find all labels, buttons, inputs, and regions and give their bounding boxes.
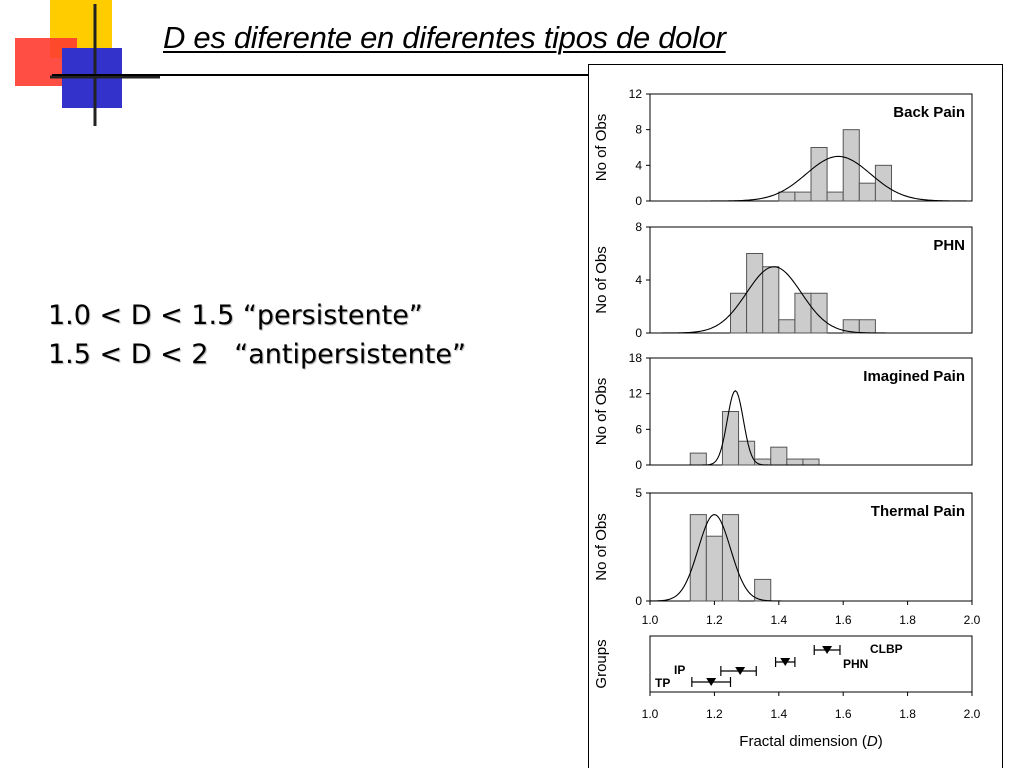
y-tick-label: 4	[635, 273, 642, 287]
mean-marker	[780, 658, 791, 666]
thermal-x-axis: 1.0 1.2 1.4 1.6 1.8 2.0	[642, 601, 981, 627]
y-tick-label: 12	[629, 387, 643, 401]
group-label: TP	[655, 676, 670, 690]
mean-marker	[706, 678, 717, 686]
histogram-bar	[721, 514, 740, 602]
histogram-bar	[842, 129, 860, 202]
normal-fit-curve	[649, 514, 972, 602]
title-rule	[52, 74, 588, 76]
panel-title: Imagined Pain	[863, 368, 965, 385]
panel-title: PHN	[933, 237, 965, 254]
x-tick-label: 1.4	[770, 613, 787, 627]
x-tick-label: 1.6	[835, 707, 852, 721]
histogram-panel-1: 0 4 8 12 No of Obs Back Pain	[593, 87, 973, 208]
histogram-bar	[858, 319, 876, 334]
histogram-bar	[721, 411, 740, 466]
x-tick-label: 1.8	[899, 613, 916, 627]
y-tick-label: 0	[635, 194, 642, 208]
x-tick-label: 2.0	[964, 707, 981, 721]
histogram-bar	[689, 452, 707, 466]
y-axis-label: No of Obs	[593, 114, 610, 182]
histogram-bar	[762, 266, 780, 334]
body-line-antipersistent: 1.5 < D < 2 “antipersistente”	[48, 339, 466, 370]
x-tick-label: 1.4	[770, 707, 787, 721]
y-axis-label: No of Obs	[593, 246, 610, 314]
normal-fit-curve	[650, 266, 972, 334]
decorative-squares-logo	[15, 0, 160, 126]
histogram-bar	[689, 514, 707, 602]
histogram-bar	[770, 446, 788, 466]
y-tick-label: 12	[629, 87, 643, 101]
y-tick-label: 8	[635, 123, 642, 137]
body-line-persistent: 1.0 < D < 1.5 “persistente”	[48, 300, 423, 331]
group-label: PHN	[843, 657, 868, 671]
histogram-bar	[794, 292, 812, 334]
histogram-bar	[738, 440, 756, 466]
histogram-bar	[778, 191, 796, 202]
normal-fit-curve	[650, 389, 972, 466]
histogram-bar	[786, 458, 804, 466]
histogram-bar	[826, 191, 844, 202]
histogram-bar	[754, 458, 772, 466]
y-tick-label: 6	[635, 422, 642, 436]
histogram-panel-3: 0 6 12 18 No of Obs Imagined Pain	[593, 351, 973, 472]
y-tick-label: 8	[635, 220, 642, 234]
group-label: CLBP	[870, 642, 903, 656]
fractal-dimension-figure: 0 4 8 12 No of Obs Back Pain 0 4 8 No of Obs PHN 0 6…	[588, 64, 1003, 768]
y-axis-label: No of Obs	[593, 378, 610, 446]
histogram-bar	[810, 147, 828, 202]
panel-title: Thermal Pain	[871, 503, 965, 520]
group-label: IP	[674, 663, 685, 677]
histogram-bar	[810, 292, 828, 334]
x-tick-label: 1.6	[835, 613, 852, 627]
histogram-bar	[802, 458, 820, 466]
mean-marker	[735, 667, 746, 675]
y-axis-label: No of Obs	[593, 513, 610, 581]
x-tick-label: 1.2	[706, 707, 723, 721]
histogram-bar	[754, 578, 772, 602]
y-tick-label: 0	[635, 326, 642, 340]
y-tick-label: 5	[635, 486, 642, 500]
plot-area	[649, 635, 973, 693]
y-tick-label: 18	[629, 351, 643, 365]
histogram-bar	[705, 535, 723, 602]
y-tick-label: 4	[635, 158, 642, 172]
slide-title: D es diferente en diferentes tipos de do…	[163, 20, 726, 55]
x-tick-label: 1.0	[642, 707, 659, 721]
y-tick-label: 0	[635, 594, 642, 608]
x-tick-label: 1.0	[642, 613, 659, 627]
panel-title: Back Pain	[893, 104, 965, 121]
histogram-panel-2: 0 4 8 No of Obs PHN	[593, 220, 973, 340]
x-tick-label: 1.2	[706, 613, 723, 627]
histogram-panel-4: 0 5 No of Obs Thermal Pain	[593, 486, 973, 608]
mean-marker	[822, 646, 833, 654]
y-tick-label: 0	[635, 458, 642, 472]
histogram-bar	[778, 319, 796, 334]
normal-fit-curve	[650, 155, 972, 202]
histogram-bar	[730, 292, 748, 334]
y-axis-label: Groups	[593, 639, 610, 688]
histogram-bar	[794, 191, 812, 202]
x-axis-label: Fractal dimension (D)	[739, 733, 882, 750]
x-tick-label: 2.0	[964, 613, 981, 627]
histogram-bar	[746, 253, 764, 334]
figure-frame	[588, 64, 1003, 768]
histogram-bar	[858, 182, 876, 202]
histogram-bar	[874, 164, 892, 202]
x-tick-label: 1.8	[899, 707, 916, 721]
